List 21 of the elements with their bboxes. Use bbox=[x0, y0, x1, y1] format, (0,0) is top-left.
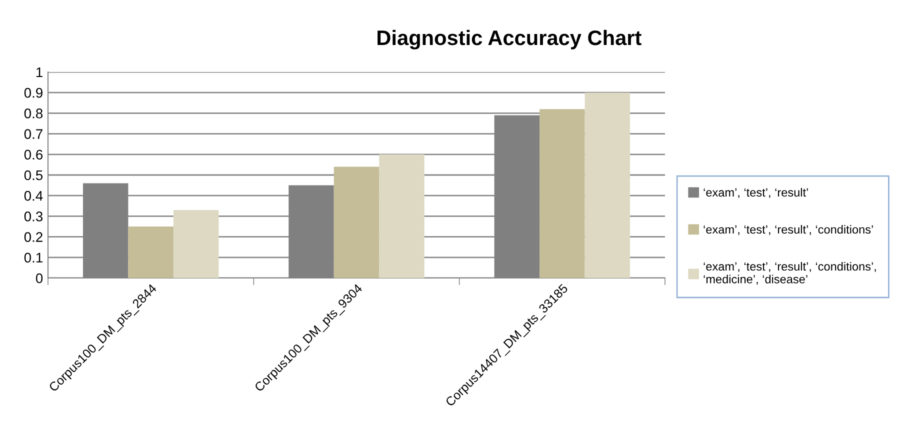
bar bbox=[173, 210, 219, 278]
y-tick-label: 0.6 bbox=[24, 150, 43, 160]
chart-title: Diagnostic Accuracy Chart bbox=[378, 30, 642, 50]
y-tick-label: 0.2 bbox=[24, 232, 42, 242]
y-tick-label: 0.1 bbox=[24, 252, 42, 263]
legend-label: ‘exam’, ‘test’, ‘result’, ‘conditions’ bbox=[704, 225, 873, 236]
y-tick-label: 0.4 bbox=[24, 190, 43, 201]
bar bbox=[379, 154, 424, 278]
y-tick-label: 0.9 bbox=[24, 88, 42, 98]
bar bbox=[334, 166, 380, 278]
bar bbox=[128, 226, 174, 278]
y-tick-label: 0.7 bbox=[24, 129, 42, 139]
y-tick-label: 0.8 bbox=[24, 108, 43, 118]
y-tick-label: 0.5 bbox=[24, 170, 43, 180]
bar bbox=[540, 109, 585, 278]
y-tick-label: 0.3 bbox=[24, 212, 43, 222]
y-tick-label: 1 bbox=[36, 67, 42, 78]
legend-label: ‘exam’, ‘test’, ‘result’ bbox=[704, 188, 808, 198]
bar bbox=[584, 92, 630, 278]
legend-label: ‘exam’, ‘test’, ‘result’, ‘conditions’, ‘medicine’, ‘disease’ bbox=[704, 262, 876, 285]
y-tick-label: 0 bbox=[36, 273, 43, 284]
